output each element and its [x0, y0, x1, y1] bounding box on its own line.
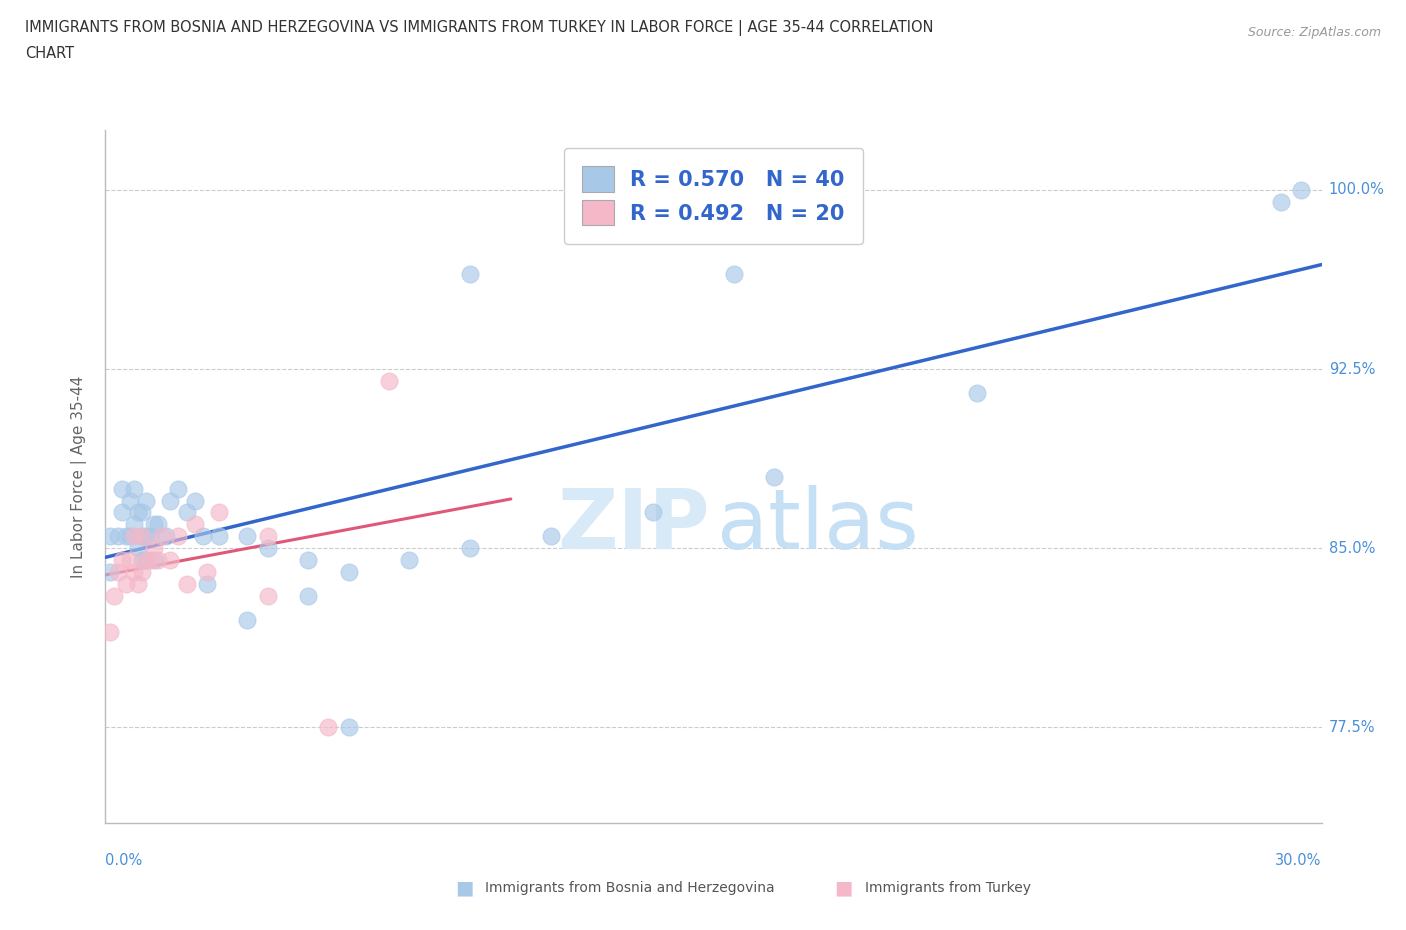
Point — [143, 552, 166, 567]
Point — [114, 529, 136, 544]
Point — [98, 565, 121, 579]
Point — [540, 529, 562, 544]
Point — [378, 374, 401, 389]
Point — [111, 481, 134, 496]
Point — [118, 493, 141, 508]
Text: CHART: CHART — [25, 46, 75, 61]
Point — [118, 552, 141, 567]
Text: 92.5%: 92.5% — [1329, 362, 1375, 377]
Point — [1270, 194, 1292, 209]
Point — [118, 529, 141, 544]
Point — [176, 505, 198, 520]
Point — [143, 541, 166, 556]
Point — [135, 529, 157, 544]
Point — [297, 589, 319, 604]
Point — [159, 552, 181, 567]
Point — [107, 529, 129, 544]
Y-axis label: In Labor Force | Age 35-44: In Labor Force | Age 35-44 — [70, 376, 87, 578]
Text: Source: ZipAtlas.com: Source: ZipAtlas.com — [1247, 26, 1381, 39]
Point — [195, 565, 218, 579]
Point — [122, 529, 145, 544]
Text: ■: ■ — [454, 879, 474, 897]
Point — [111, 552, 134, 567]
Text: 30.0%: 30.0% — [1275, 853, 1322, 868]
Point — [183, 517, 205, 532]
Text: atlas: atlas — [717, 485, 920, 565]
Text: Immigrants from Turkey: Immigrants from Turkey — [865, 881, 1031, 896]
Point — [122, 481, 145, 496]
Point — [127, 577, 149, 591]
Point — [641, 505, 664, 520]
Point — [1291, 182, 1313, 197]
Text: 77.5%: 77.5% — [1329, 720, 1375, 735]
Point — [337, 720, 360, 735]
Point — [159, 493, 181, 508]
Point — [98, 624, 121, 639]
Text: ZIP: ZIP — [557, 485, 710, 565]
Point — [131, 529, 153, 544]
Point — [256, 541, 278, 556]
Point — [114, 577, 136, 591]
Point — [107, 565, 129, 579]
Point — [458, 266, 481, 281]
Point — [143, 517, 166, 532]
Point — [195, 577, 218, 591]
Point — [146, 517, 169, 532]
Point — [167, 529, 190, 544]
Point — [127, 505, 149, 520]
Text: 0.0%: 0.0% — [105, 853, 142, 868]
Point — [723, 266, 745, 281]
Point — [458, 541, 481, 556]
Point — [131, 565, 153, 579]
Point — [337, 565, 360, 579]
Point — [297, 552, 319, 567]
Point — [139, 552, 162, 567]
Point — [122, 565, 145, 579]
Text: ■: ■ — [834, 879, 853, 897]
Point — [208, 529, 231, 544]
Point — [256, 589, 278, 604]
Text: 85.0%: 85.0% — [1329, 541, 1375, 556]
Point — [139, 529, 162, 544]
Point — [763, 469, 786, 484]
Text: IMMIGRANTS FROM BOSNIA AND HERZEGOVINA VS IMMIGRANTS FROM TURKEY IN LABOR FORCE : IMMIGRANTS FROM BOSNIA AND HERZEGOVINA V… — [25, 20, 934, 36]
Point — [183, 493, 205, 508]
Point — [398, 552, 420, 567]
Point — [236, 613, 259, 628]
Text: 100.0%: 100.0% — [1329, 182, 1385, 197]
Point — [98, 529, 121, 544]
Point — [318, 720, 340, 735]
Point — [131, 505, 153, 520]
Legend: R = 0.570   N = 40, R = 0.492   N = 20: R = 0.570 N = 40, R = 0.492 N = 20 — [564, 148, 863, 245]
Point — [111, 505, 134, 520]
Text: Immigrants from Bosnia and Herzegovina: Immigrants from Bosnia and Herzegovina — [485, 881, 775, 896]
Point — [103, 589, 125, 604]
Point — [167, 481, 190, 496]
Point — [150, 529, 173, 544]
Point — [135, 493, 157, 508]
Point — [256, 529, 278, 544]
Point — [176, 577, 198, 591]
Point — [146, 552, 169, 567]
Point — [131, 529, 153, 544]
Point — [135, 552, 157, 567]
Point — [966, 386, 988, 401]
Point — [127, 541, 149, 556]
Point — [191, 529, 214, 544]
Point — [131, 552, 153, 567]
Point — [208, 505, 231, 520]
Point — [155, 529, 177, 544]
Point — [236, 529, 259, 544]
Point — [122, 517, 145, 532]
Point — [135, 552, 157, 567]
